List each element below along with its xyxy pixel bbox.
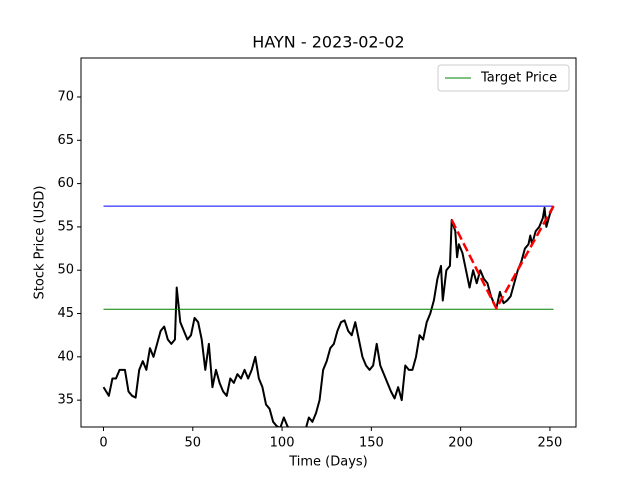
axes-frame: [80, 57, 577, 428]
x-tick-label: 100: [270, 436, 295, 451]
x-tick-label: 200: [448, 436, 473, 451]
y-tick-label: 55: [57, 219, 74, 234]
y-tick-label: 50: [57, 263, 74, 278]
series-line: [450, 205, 555, 310]
y-axis-label: Stock Price (USD): [33, 186, 48, 300]
legend-label: Target Price: [480, 71, 557, 86]
x-axis-label: Time (Days): [288, 455, 368, 470]
series-line: [102, 205, 555, 427]
y-tick-label: 45: [57, 306, 74, 321]
legend-box: [437, 64, 570, 92]
plot-area: [102, 205, 555, 427]
y-tick-label: 70: [57, 89, 74, 104]
y-tick-label: 60: [57, 176, 74, 191]
y-tick-label: 40: [57, 349, 74, 364]
x-tick-label: 150: [359, 436, 384, 451]
x-tick-label: 50: [185, 436, 202, 451]
y-tick-label: 65: [57, 133, 74, 148]
chart-title: HAYN - 2023-02-02: [252, 33, 404, 52]
y-tick-label: 35: [57, 393, 74, 408]
x-tick-label: 0: [99, 436, 107, 451]
x-tick-label: 250: [538, 436, 563, 451]
